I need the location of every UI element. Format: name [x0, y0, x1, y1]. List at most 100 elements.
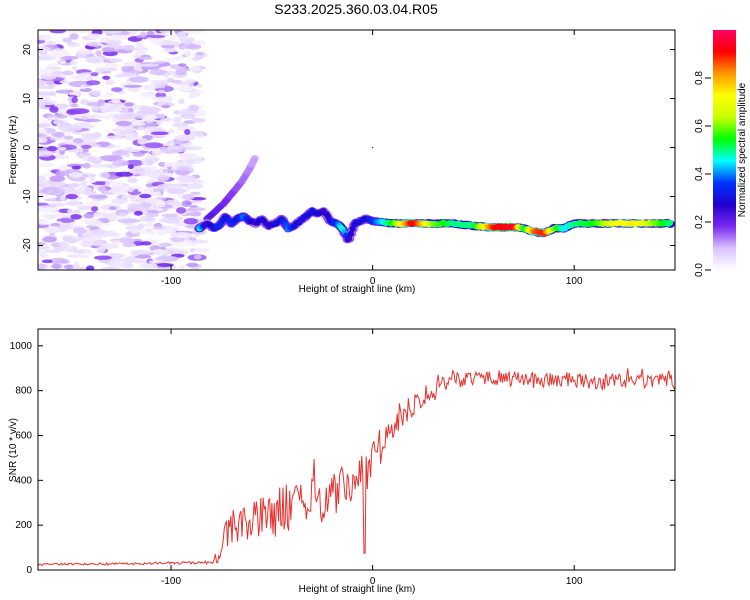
noise-blob: [190, 180, 205, 184]
noise-blob: [135, 70, 141, 76]
noise-blob: [108, 217, 117, 222]
noise-blob: [38, 183, 47, 188]
noise-blob: [156, 120, 163, 125]
noise-blob: [176, 31, 187, 39]
noise-blob: [112, 107, 123, 112]
noise-blob: [175, 86, 195, 92]
spectrogram-y-label: Frequency (Hz): [8, 116, 19, 185]
noise-blob: [38, 128, 47, 133]
noise-blob: [153, 200, 167, 204]
noise-blob: [99, 155, 123, 162]
x-tick-label: 100: [566, 276, 583, 287]
noise-blob: [102, 75, 111, 80]
noise-blob: [175, 67, 193, 72]
noise-blob: [156, 229, 167, 236]
noise-blob: [82, 116, 88, 121]
noise-blob: [87, 194, 108, 199]
noise-blob: [57, 147, 67, 151]
y-tick-label: 1000: [10, 341, 33, 352]
noise-blob: [111, 87, 123, 92]
noise-blob: [184, 129, 191, 135]
noise-blob: [122, 45, 136, 51]
x-tick-label: 0: [370, 276, 376, 287]
noise-blob: [146, 227, 152, 232]
noise-blob: [70, 214, 82, 220]
noise-blob: [89, 234, 104, 241]
noise-blob: [154, 202, 166, 208]
noise-blob: [108, 187, 124, 193]
noise-blob: [153, 60, 166, 64]
noise-blob: [58, 240, 68, 248]
noise-blob: [110, 198, 128, 205]
noise-blob: [38, 150, 54, 157]
noise-blob: [38, 137, 44, 143]
noise-blob: [150, 80, 158, 85]
noise-blob: [151, 249, 167, 255]
tone-track-blob: [347, 230, 354, 237]
noise-blob: [164, 73, 170, 79]
noise-blob: [189, 248, 196, 252]
noise-blob: [49, 232, 55, 236]
noise-blob: [73, 209, 82, 214]
noise-blob: [173, 116, 182, 123]
noise-blob: [49, 175, 66, 182]
noise-blob: [54, 103, 69, 109]
noise-blob: [85, 56, 104, 63]
noise-blob: [150, 165, 158, 172]
snr-y-label: SNR (10 * v/v): [8, 418, 19, 482]
noise-blob: [107, 232, 122, 237]
spectrogram-x-axis: -100 0 100: [161, 30, 583, 287]
noise-blob: [144, 93, 156, 99]
noise-blob: [105, 135, 123, 140]
noise-blob: [111, 181, 126, 188]
noise-blob: [161, 104, 171, 109]
noise-blob: [84, 152, 91, 156]
noise-blob: [186, 207, 206, 212]
y-tick-label: 600: [15, 430, 32, 441]
noise-blob: [66, 209, 74, 213]
noise-blob: [145, 155, 155, 159]
noise-blob: [41, 259, 53, 264]
noise-blob: [99, 267, 117, 270]
noise-blob: [191, 117, 206, 123]
noise-blob: [112, 159, 129, 167]
noise-blob: [87, 156, 97, 163]
noise-blob: [86, 80, 101, 86]
noise-blob: [38, 69, 54, 75]
noise-blob: [186, 183, 204, 190]
noise-blob: [115, 120, 133, 127]
noise-blob: [166, 187, 186, 195]
noise-blob: [169, 232, 193, 238]
noise-blob: [49, 30, 66, 34]
noise-blob: [38, 85, 54, 90]
noise-blob: [102, 50, 118, 57]
noise-blob: [161, 44, 175, 49]
noise-blob: [55, 149, 61, 156]
noise-blob: [122, 242, 136, 248]
y-tick-label: 0: [22, 144, 33, 150]
noise-blob: [67, 239, 77, 244]
noise-blob: [194, 132, 205, 138]
noise-blob: [38, 103, 46, 108]
noise-blob: [186, 43, 202, 50]
noise-blob: [86, 265, 95, 270]
noise-blob: [91, 181, 109, 186]
noise-blob: [190, 191, 201, 196]
noise-blob: [159, 30, 172, 33]
noise-blob: [59, 80, 71, 84]
noise-blob: [176, 207, 187, 214]
noise-blob: [177, 126, 196, 132]
noise-blob: [127, 107, 134, 113]
origin-dot: [371, 146, 374, 149]
noise-blob: [83, 218, 101, 226]
noise-blob: [84, 180, 96, 184]
noise-blob: [173, 161, 191, 166]
noise-blob: [80, 144, 92, 149]
noise-blob: [40, 73, 57, 80]
colorbar-axis: 0.0 0.2 0.4 0.6 0.8: [694, 71, 711, 277]
noise-blob: [90, 105, 100, 111]
y-tick-label: -20: [22, 238, 33, 253]
noise-blob: [38, 91, 55, 96]
noise-blob: [102, 30, 123, 34]
noise-blob: [38, 250, 48, 254]
